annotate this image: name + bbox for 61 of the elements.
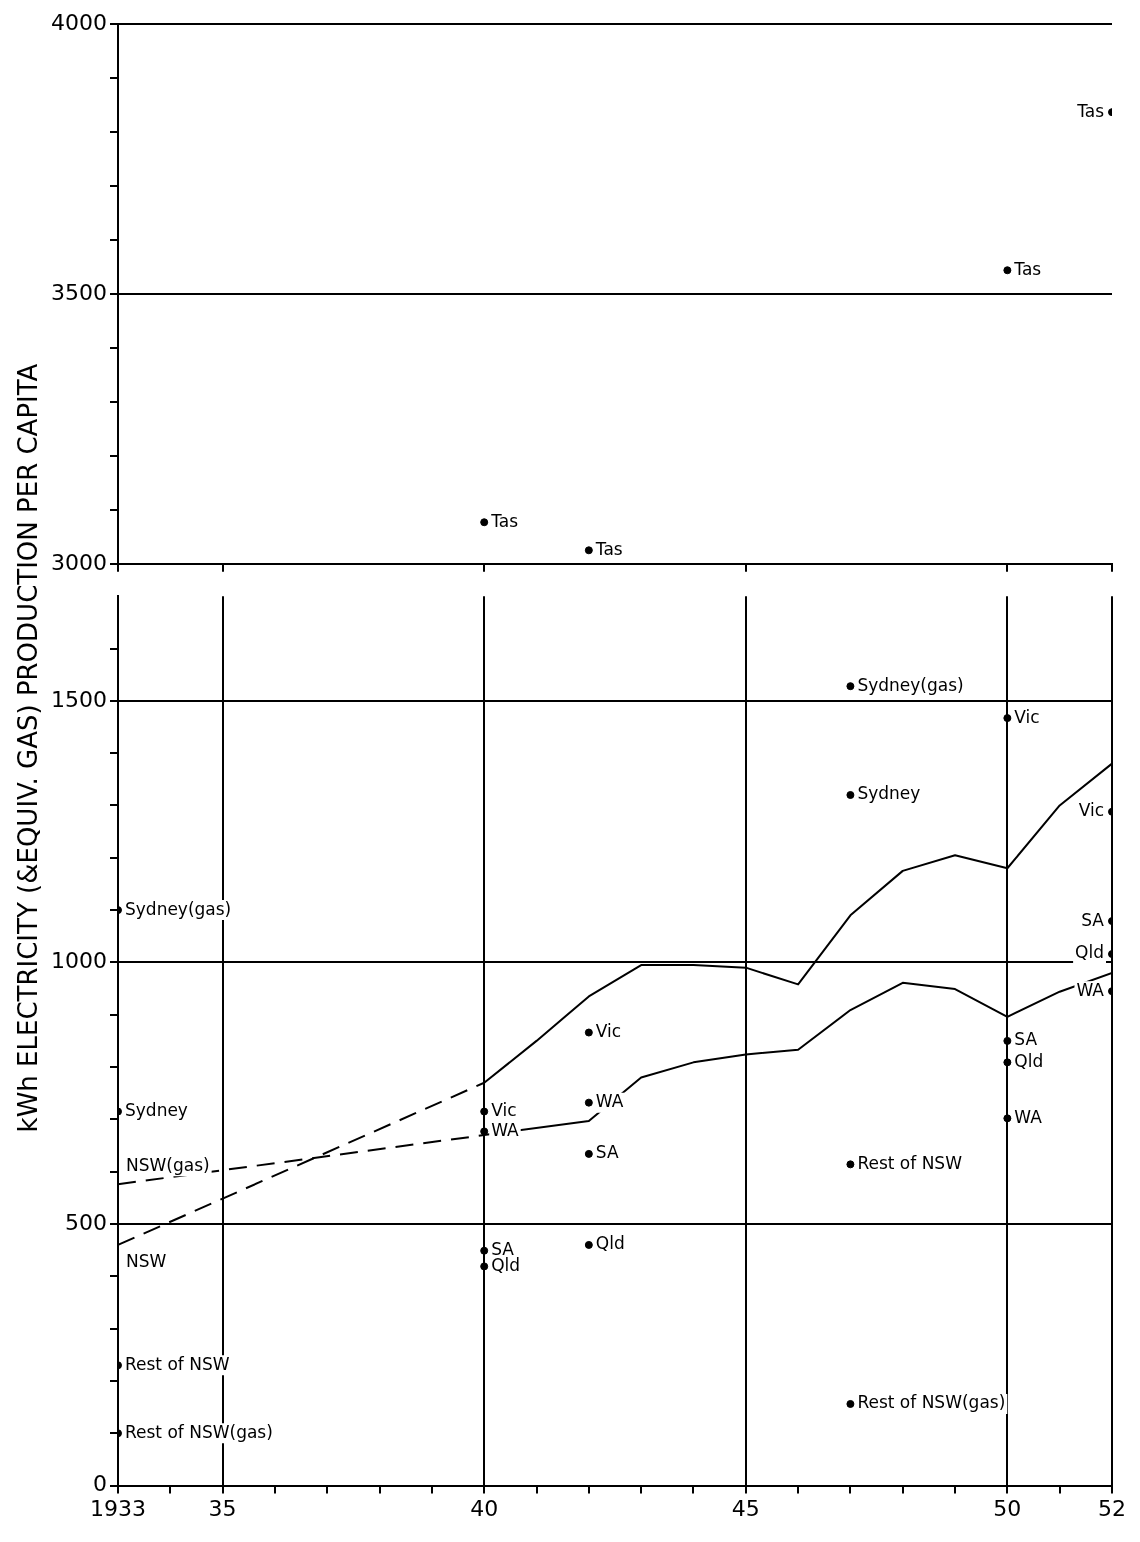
point: [480, 1246, 489, 1255]
text: Qld: [1014, 1050, 1044, 1071]
y-tick-label: 3000: [50, 549, 107, 575]
series-label: NSW: [125, 1251, 167, 1272]
x-tick-label: 35: [208, 1495, 237, 1521]
point: [584, 1240, 593, 1249]
x-tick-label: 45: [731, 1495, 760, 1521]
series-label: Tas: [490, 510, 519, 531]
text: Qld: [1075, 942, 1104, 963]
text: Tas: [1014, 258, 1042, 279]
text: Qld: [595, 1233, 625, 1254]
text: SA: [1014, 1029, 1038, 1050]
y-tick-label: 4000: [50, 9, 107, 35]
text: SA: [1081, 909, 1104, 930]
point: [1003, 714, 1012, 723]
point: [584, 546, 593, 555]
series-label: NSW(gas): [125, 1154, 210, 1175]
point: [480, 518, 489, 527]
text: Tas: [1077, 100, 1104, 121]
y-tick-label: 500: [64, 1209, 107, 1235]
y-tick-label: 3500: [50, 279, 107, 305]
series-label: Sydney(gas): [857, 674, 964, 695]
text: Vic: [1014, 706, 1040, 727]
point: [584, 1098, 593, 1107]
text: Rest of NSW(gas): [124, 1421, 273, 1442]
x-tick-label: 40: [470, 1495, 499, 1521]
point: [1003, 1114, 1012, 1123]
series-label: Vic: [491, 1099, 517, 1120]
y-tick-label: 1500: [50, 686, 107, 712]
series-label: Rest of NSW: [124, 1353, 230, 1374]
text: SA: [595, 1142, 619, 1163]
point: [846, 1160, 855, 1169]
series-label: Rest of NSW(gas): [857, 1392, 1006, 1413]
text: WA: [595, 1091, 624, 1112]
point: [584, 1028, 593, 1037]
text: WA: [1014, 1106, 1042, 1127]
point: [1003, 1036, 1012, 1045]
point: [480, 1127, 489, 1136]
point: [1003, 266, 1012, 275]
point: [846, 1399, 855, 1408]
point: [846, 791, 855, 800]
text: Vic: [595, 1020, 622, 1041]
point: [1003, 1058, 1012, 1067]
text: WA: [1076, 979, 1104, 1000]
series-label: WA: [491, 1119, 520, 1140]
x-tick-label: 52: [1098, 1495, 1126, 1521]
text: Sydney(gas): [124, 898, 232, 919]
series-label: Sydney: [857, 783, 921, 804]
text: Tas: [595, 538, 623, 559]
x-tick-label: 1933: [89, 1495, 146, 1521]
point: [480, 1262, 489, 1271]
text: Vic: [1078, 800, 1104, 821]
x-tick-label: 50: [993, 1495, 1022, 1521]
text: Rest of NSW: [857, 1152, 962, 1173]
y-tick-label: 1000: [50, 948, 107, 974]
y-tick-label: 0: [92, 1471, 107, 1497]
y-axis-title: kWh ELECTRICITY (&EQUIV. GAS) PRODUCTION PER CAPITA: [13, 363, 43, 1133]
point: [480, 1107, 489, 1116]
text: Sydney: [124, 1099, 188, 1120]
point: [584, 1149, 593, 1158]
point: [846, 682, 855, 691]
